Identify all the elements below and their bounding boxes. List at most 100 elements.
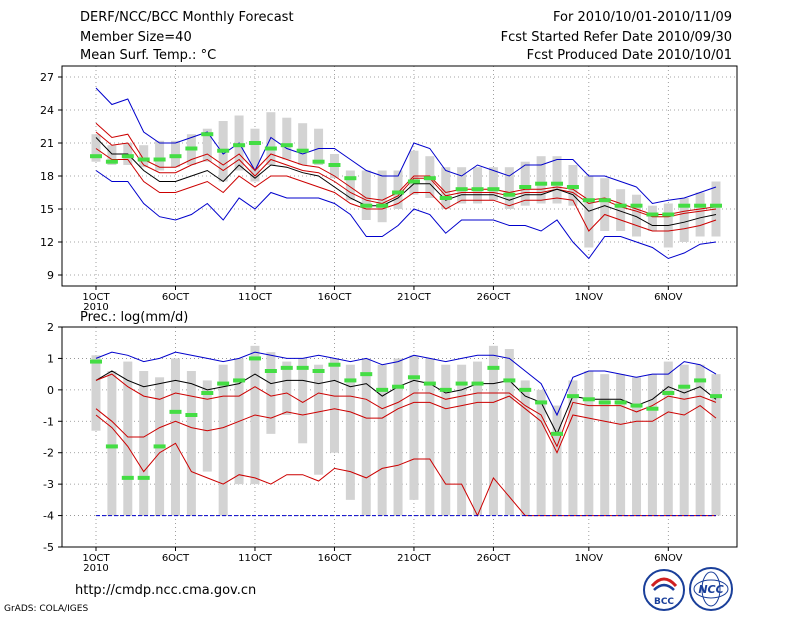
- prec-spread-bar: [298, 358, 308, 444]
- temp-observed-marker: [519, 185, 532, 189]
- prec-observed-marker: [535, 400, 548, 405]
- temp-spread-bar: [679, 198, 689, 242]
- prec-spread-bar: [600, 374, 610, 516]
- prec-observed-marker: [392, 384, 405, 389]
- temp-observed-marker: [392, 190, 405, 195]
- variable-label: Mean Surf. Temp.: °C: [80, 48, 217, 63]
- prec-observed-marker: [439, 387, 452, 392]
- prec-observed-marker: [630, 403, 643, 408]
- prec-spread-bar: [139, 371, 149, 516]
- temp-observed-marker: [582, 198, 595, 203]
- prec-spread-bar: [329, 358, 339, 453]
- temp-spread-bar: [695, 192, 705, 237]
- prec-observed-marker: [201, 391, 214, 395]
- prec-spread-bar: [345, 364, 355, 500]
- temp-spread-bar: [632, 194, 642, 237]
- prec-observed-marker: [280, 365, 293, 370]
- prec-spread-bar: [536, 389, 546, 516]
- temp-spread-bar: [457, 167, 467, 204]
- prec-observed-marker: [662, 391, 675, 395]
- temp-ytick-label: 27: [40, 71, 54, 84]
- prec-observed-marker: [312, 369, 325, 373]
- chart-title: DERF/NCC/BCC Monthly Forecast: [80, 10, 294, 25]
- prec-observed-marker: [328, 362, 341, 367]
- temp-observed-marker: [233, 143, 246, 148]
- temp-spread-bar: [393, 170, 403, 209]
- temp-observed-marker: [423, 176, 436, 181]
- prec-series-max: [95, 351, 717, 417]
- temp-observed-marker: [185, 146, 198, 151]
- prec-spread-bar: [123, 361, 133, 516]
- prec-spread-bar: [488, 345, 498, 516]
- temp-spread-bar: [170, 140, 180, 168]
- temp-observed-marker: [598, 198, 611, 203]
- temp-spread-bar: [552, 156, 562, 204]
- prec-observed-marker: [678, 384, 691, 389]
- prec-observed-marker: [296, 365, 309, 370]
- prec-spread-bar: [520, 380, 530, 516]
- prec-observed-marker: [90, 359, 102, 364]
- temp-observed-marker: [264, 146, 277, 151]
- prec-ytick-label: -3: [43, 478, 54, 491]
- temp-observed-marker: [137, 157, 150, 162]
- temp-ytick-label: 21: [40, 137, 54, 150]
- temp-spread-bar: [107, 145, 117, 165]
- temp-spread-bar: [314, 128, 324, 165]
- temp-spread-bar: [361, 170, 371, 220]
- prec-observed-marker: [566, 394, 579, 399]
- temp-xtick-label: 26OCT: [477, 292, 512, 303]
- prec-ytick-label: 1: [47, 352, 54, 365]
- prec-xtick-label: 21OCT: [397, 553, 432, 564]
- prec-spread-bar: [91, 355, 101, 431]
- temp-spread-bar: [536, 156, 546, 204]
- prec-observed-marker: [185, 413, 198, 417]
- prec-spread-bar: [679, 364, 689, 516]
- temp-observed-marker: [614, 203, 627, 208]
- prec-observed-marker: [376, 387, 389, 392]
- temp-spread-bar: [298, 123, 308, 165]
- member-size: Member Size=40: [80, 30, 192, 45]
- prec-frame: [61, 326, 738, 548]
- prec-title: Prec.: log(mm/d): [80, 310, 188, 325]
- temp-spread-bar: [250, 128, 260, 182]
- prec-xtick-label: 16OCT: [318, 553, 353, 564]
- forecast-period: For 2010/10/01-2010/11/09: [553, 10, 732, 25]
- prec-spread-bar: [504, 349, 514, 516]
- prec-observed-marker: [455, 381, 468, 386]
- temp-observed-marker: [694, 203, 707, 208]
- temp-spread-bar: [345, 170, 355, 201]
- temp-xtick-label: 1NOV: [575, 292, 604, 303]
- temp-observed-marker: [376, 203, 389, 208]
- temp-observed-marker: [407, 179, 420, 184]
- temp-spread-bar: [520, 161, 530, 206]
- prec-observed-marker: [137, 475, 150, 480]
- temp-observed-marker: [344, 176, 357, 181]
- temp-spread-bar: [600, 178, 610, 231]
- prec-observed-marker: [503, 378, 516, 383]
- temp-spread-bar: [91, 134, 101, 162]
- temp-observed-marker: [105, 159, 118, 164]
- prec-observed-marker: [153, 444, 166, 449]
- temp-spread-bar: [647, 205, 657, 231]
- prec-spread-bar: [377, 364, 387, 516]
- temp-series-mean: [95, 137, 717, 226]
- source-url[interactable]: http://cmdp.ncc.cma.gov.cn: [75, 583, 257, 598]
- prec-observed-marker: [598, 400, 611, 405]
- temp-observed-marker: [201, 132, 214, 137]
- temp-observed-marker: [296, 148, 309, 153]
- prec-spread-bar: [393, 358, 403, 516]
- prec-xtick-label: 6NOV: [654, 553, 683, 564]
- grads-credit: GrADS: COLA/IGES: [4, 604, 89, 614]
- prec-spread-bar: [711, 374, 721, 516]
- prec-observed-marker: [169, 409, 182, 414]
- temp-spread-bar: [202, 128, 212, 162]
- temp-spread-bar: [473, 167, 483, 204]
- prec-spread-bar: [647, 374, 657, 516]
- prec-spread-bar: [314, 364, 324, 475]
- prec-ytick-label: -1: [43, 415, 54, 428]
- prec-spread-bar: [616, 374, 626, 516]
- temp-ytick-label: 9: [47, 269, 54, 282]
- prec-xtick-label: 1NOV: [575, 553, 604, 564]
- prec-spread-bar: [170, 358, 180, 516]
